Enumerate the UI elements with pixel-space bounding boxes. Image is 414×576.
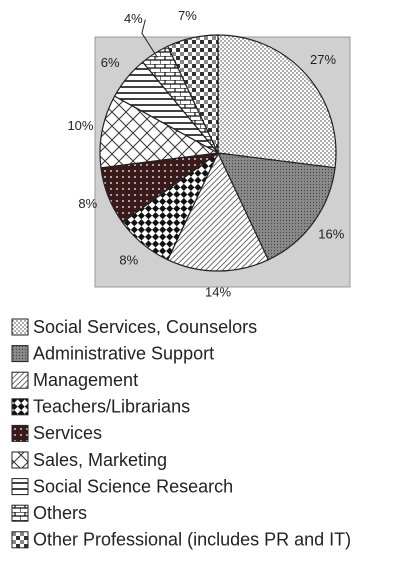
legend-swatch — [11, 371, 29, 389]
legend-label: Social Science Research — [33, 476, 233, 496]
legend-label: Others — [33, 503, 87, 523]
data-label: 8% — [78, 196, 97, 211]
data-label: 6% — [101, 55, 120, 70]
data-label: 7% — [178, 8, 197, 23]
legend-label: Sales, Marketing — [33, 450, 167, 470]
legend-swatch — [11, 318, 29, 336]
legend-swatch — [11, 424, 29, 442]
leader-line — [141, 19, 158, 58]
pie-slice — [99, 95, 220, 169]
data-label: 10% — [67, 118, 93, 133]
legend-swatch — [11, 345, 29, 363]
pie-slice — [166, 151, 270, 272]
legend-label: Social Services, Counselors — [33, 317, 257, 337]
data-label: 4% — [124, 11, 143, 26]
legend-swatch — [11, 504, 29, 522]
legend-label: Teachers/Librarians — [33, 397, 190, 417]
legend-label: Services — [33, 423, 102, 443]
pie-slice — [166, 34, 219, 154]
data-label: 27% — [310, 52, 336, 67]
pie-slice — [217, 34, 337, 169]
data-label: 16% — [318, 227, 344, 242]
data-label: 8% — [119, 252, 138, 267]
legend-label: Other Professional (includes PR and IT) — [33, 530, 351, 550]
legend-swatch — [11, 451, 29, 469]
legend-label: Management — [33, 370, 138, 390]
legend-label: Administrative Support — [33, 343, 214, 363]
pie-slice — [216, 152, 336, 261]
data-label: 14% — [205, 284, 231, 299]
legend-swatch — [11, 531, 29, 549]
legend-swatch — [11, 478, 29, 496]
legend-swatch — [11, 398, 29, 416]
